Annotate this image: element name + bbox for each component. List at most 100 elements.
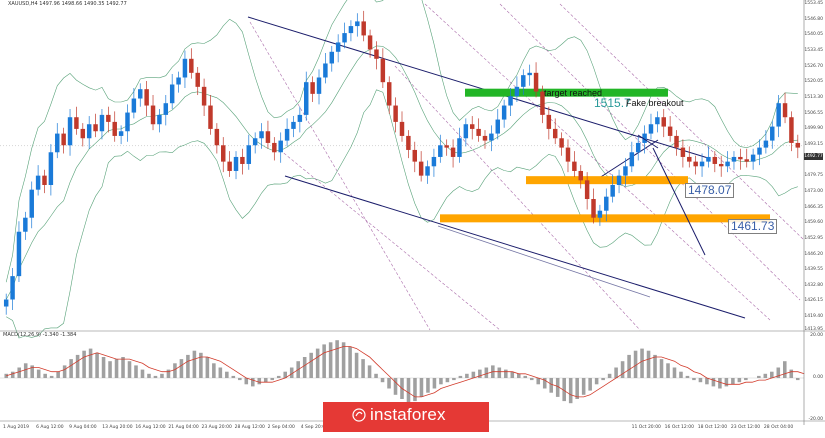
candle-body [240, 156, 245, 164]
x-tick-label: 21 Aug 04:00 [168, 425, 199, 430]
y-tick-label: 1520.05 [804, 79, 823, 85]
target-reached-label: target reached [544, 88, 603, 98]
candle-body [450, 147, 456, 157]
y-tick-label: 1499.90 [804, 126, 823, 132]
candle-body [355, 21, 360, 27]
pitchfork-line [499, 3, 801, 301]
candle-body [42, 175, 47, 185]
y-tick-label: 1533.45 [804, 47, 823, 53]
level-zones [440, 88, 770, 223]
candle-body [655, 117, 660, 125]
candle-body [157, 114, 162, 125]
candle-body [718, 163, 724, 167]
candle-body [789, 117, 794, 143]
candle-body [604, 196, 609, 211]
candle-body [329, 51, 335, 64]
x-tick-label: 4 Sep 20:00 [300, 425, 328, 430]
channel-upper-line [247, 16, 709, 159]
candle-body [272, 142, 277, 153]
candle-body [189, 58, 194, 73]
candle-body [763, 140, 769, 148]
candle-body [246, 145, 252, 164]
pitchfork-lines [249, 3, 805, 331]
candle-body [469, 124, 475, 129]
candle-body [457, 138, 462, 157]
candle-body [687, 156, 692, 162]
candle-body [750, 154, 756, 162]
candle-body [29, 189, 34, 218]
x-tick-label: 23 Aug 20:00 [201, 425, 232, 430]
candle-body [712, 156, 718, 164]
candle-body [635, 142, 641, 153]
y-tick-label: 1540.05 [804, 32, 823, 38]
y-tick-label: 1479.75 [804, 173, 823, 179]
candle-body [693, 161, 698, 167]
y-tick-label: 1459.60 [804, 220, 823, 226]
x-tick-label: 28 Aug 12:00 [234, 425, 265, 430]
candle-body [61, 133, 66, 146]
candle-body [438, 145, 443, 157]
candle-body [323, 63, 328, 78]
candle-body [342, 33, 347, 43]
x-tick-label: 1 Aug 2019 [3, 425, 29, 430]
candle-body [699, 161, 705, 167]
candle-body [361, 21, 366, 36]
candle-body [706, 156, 711, 162]
y-tick-label: 1473.00 [804, 189, 823, 194]
candle-body [418, 161, 424, 176]
candle-body [227, 161, 232, 171]
pitchfork-line [279, 149, 501, 331]
x-tick-label: 6 Aug 12:00 [36, 425, 64, 430]
candle-body [297, 114, 303, 122]
candle-body [616, 175, 622, 185]
candle-body [125, 112, 130, 132]
candle-body [565, 147, 571, 162]
candle-body [169, 84, 175, 104]
candle-body [74, 117, 79, 129]
candle-body [131, 98, 137, 113]
watermark-text: instaforex [370, 405, 446, 424]
channel-inner-line [437, 225, 651, 298]
candle-body [214, 128, 220, 146]
candle-body [112, 121, 117, 136]
candle-body [425, 166, 430, 176]
candle-body [106, 114, 111, 122]
macd-tick-label: 0.00 [812, 375, 823, 380]
candle-body [623, 166, 628, 176]
candle-body [55, 133, 60, 153]
bollinger-middle [5, 45, 798, 300]
candle-body [278, 140, 283, 153]
candle-body [795, 142, 801, 148]
candle-body [16, 231, 22, 277]
forecast-arrow-line [652, 147, 706, 256]
candle-body [374, 49, 379, 59]
level-label-1: 1478.07 [685, 183, 735, 198]
candle-body [776, 103, 781, 127]
candle-body [86, 124, 92, 139]
x-tick-label: 16 Oct 12:00 [664, 425, 694, 430]
instaforex-logo-icon [352, 408, 366, 422]
watermark-banner [323, 402, 489, 432]
candle-body [591, 199, 596, 218]
x-tick-label: 16 Aug 12:00 [135, 425, 166, 430]
macd-header: MACD(12,26,9) -1.340 -1.384 [3, 332, 77, 338]
y-tick-label: 1426.15 [804, 298, 823, 304]
candle-body [578, 170, 583, 181]
candle-body [348, 26, 354, 34]
candle-body [118, 131, 124, 136]
y-tick-label: 1466.35 [804, 204, 823, 210]
candle-body [501, 105, 507, 120]
x-tick-label: 28 Oct 04:00 [763, 425, 794, 430]
candle-body [221, 145, 226, 162]
candle-body [406, 135, 411, 150]
candle-body [3, 299, 9, 307]
candle-body [393, 105, 398, 122]
candle-body [23, 217, 28, 232]
candle-body [597, 210, 603, 218]
candle-body [661, 117, 666, 127]
candle-body [367, 35, 373, 50]
x-tick-label: 9 Aug 04:00 [69, 425, 97, 430]
candle-body [284, 128, 290, 141]
